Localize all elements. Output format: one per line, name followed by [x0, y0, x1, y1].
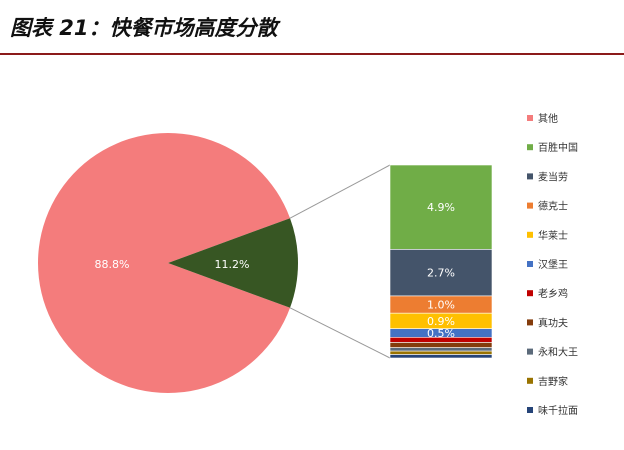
connector [289, 164, 391, 219]
legend-label: 汉堡王 [538, 258, 568, 271]
pie-slice [37, 133, 291, 394]
legend-label: 味千拉面 [538, 404, 578, 417]
pie-slice [168, 218, 298, 308]
legend-swatch [527, 261, 533, 267]
bar-segment [389, 249, 493, 297]
pie-value-label: 88.8% [95, 258, 130, 271]
bar-segment [389, 164, 493, 250]
legend-swatch [527, 290, 533, 297]
bar-value-label: 0.9% [427, 315, 455, 328]
legend-label: 吉野家 [538, 375, 568, 388]
legend-swatch [527, 377, 533, 384]
bar-value-label: 1.0% [427, 299, 455, 312]
legend-label: 麦当劳 [538, 170, 568, 183]
legend-swatch [527, 202, 533, 209]
pie-value-label: 11.2% [215, 258, 250, 271]
bar-value-label: 4.9% [427, 201, 455, 214]
legend-label: 老乡鸡 [538, 287, 568, 300]
bar-value-label: 2.7% [427, 267, 455, 280]
bar-segment [389, 337, 493, 343]
legend-label: 百胜中国 [538, 141, 578, 154]
legend-swatch [527, 407, 533, 413]
bar-segment [389, 350, 493, 355]
legend-swatch [527, 144, 533, 151]
connector [289, 307, 391, 359]
legend-label: 其他 [538, 112, 558, 125]
bar-value-label: 0.5% [427, 327, 455, 340]
legend-swatch [527, 231, 533, 238]
legend-swatch [527, 348, 533, 355]
legend-label: 华莱士 [538, 229, 568, 242]
legend-swatch [527, 319, 533, 326]
legend-swatch [527, 173, 533, 180]
chart-title: 图表 21：快餐市场高度分散 [10, 16, 282, 40]
legend-swatch [527, 115, 533, 121]
legend-label: 德克士 [538, 200, 568, 213]
bar-segment [389, 354, 493, 359]
legend-label: 真功夫 [538, 316, 568, 329]
bar-segment [389, 342, 493, 348]
bar-segment [389, 347, 493, 352]
legend-label: 永和大王 [538, 346, 578, 359]
